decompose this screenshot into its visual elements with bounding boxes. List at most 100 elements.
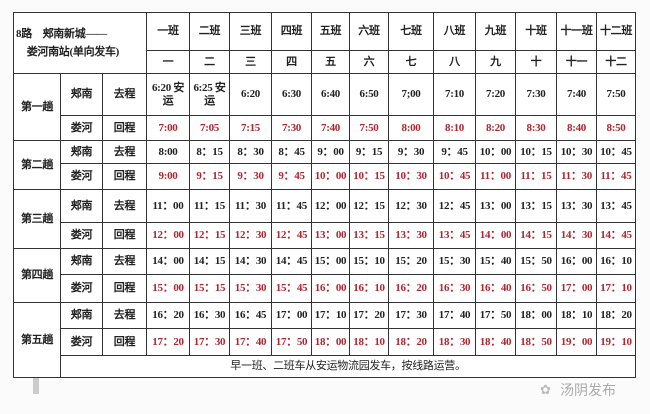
scrollbar-fragment — [33, 378, 39, 394]
return-time: 16：20 — [388, 274, 434, 303]
station-label: 娄河 — [60, 163, 103, 190]
departure-time: 9：30 — [388, 140, 434, 164]
return-time: 17：10 — [596, 274, 636, 303]
departure-time: 9：00 — [311, 140, 350, 164]
trip-label: 第五趟 — [13, 302, 61, 378]
departure-time: 14：45 — [271, 248, 312, 275]
direction-label: 去程 — [102, 302, 147, 329]
return-time: 7:40 — [311, 115, 350, 141]
column-header: 八班 — [433, 12, 476, 51]
departure-time: 16：30 — [189, 302, 230, 329]
return-time: 16：10 — [349, 274, 389, 303]
return-time: 18：20 — [388, 328, 434, 356]
departure-time: 10：45 — [596, 140, 636, 164]
station-label: 娄河 — [60, 115, 103, 141]
departure-time: 8：30 — [229, 140, 272, 164]
watermark: 汤阴发布 — [560, 383, 616, 399]
column-header: 二班 — [189, 12, 230, 51]
return-time: 14：15 — [515, 222, 557, 249]
departure-time: 16：00 — [556, 248, 597, 275]
departure-time: 16：20 — [146, 302, 190, 329]
return-time: 12：15 — [189, 222, 230, 249]
return-time: 18：10 — [349, 328, 389, 356]
return-time: 8:50 — [596, 115, 636, 141]
table-row: 娄河 回程 17：20 17：30 17：40 17：50 18：00 18：10 18：20 1… — [14, 328, 636, 356]
station-label: 娄河 — [60, 222, 103, 249]
departure-time: 6:40 — [311, 73, 350, 116]
column-header: 一班 — [146, 12, 190, 51]
column-header: 十二班 — [596, 12, 636, 51]
column-header: 十班 — [515, 12, 557, 51]
return-time: 8:00 — [388, 115, 434, 141]
direction-label: 回程 — [102, 115, 147, 141]
return-time: 12：30 — [229, 222, 272, 249]
departure-time: 7:30 — [515, 73, 557, 116]
column-subheader: 十二 — [596, 50, 636, 74]
departure-time: 17：50 — [475, 302, 516, 329]
departure-time: 7:10 — [433, 73, 476, 116]
return-time: 15：00 — [146, 274, 190, 303]
departure-time: 17：00 — [271, 302, 312, 329]
direction-label: 去程 — [102, 140, 147, 164]
return-time: 11：45 — [596, 163, 636, 190]
column-subheader: 七 — [388, 50, 434, 74]
trip-label: 第三趟 — [13, 189, 61, 249]
direction-label: 回程 — [102, 274, 147, 303]
departure-time: 9：15 — [349, 140, 389, 164]
column-subheader: 二 — [189, 50, 230, 74]
trip-label: 第二趟 — [13, 140, 61, 190]
route-title: 8路 郏南新城—— 娄河南站(单向发车) — [13, 12, 147, 74]
departure-time: 12：45 — [433, 189, 476, 223]
station-label: 娄河 — [60, 328, 103, 356]
return-time: 8:30 — [515, 115, 557, 141]
table-row: 娄河 回程 7:00 7:05 7:15 7:30 7:40 7:50 8:00 8:10 8:20… — [14, 115, 636, 141]
return-time: 12：00 — [146, 222, 190, 249]
column-header: 四班 — [271, 12, 312, 51]
column-subheader: 十一 — [556, 50, 597, 74]
return-time: 7:15 — [229, 115, 272, 141]
return-time: 16：50 — [515, 274, 557, 303]
route-name: 8路 郏南新城—— — [16, 28, 107, 40]
column-subheader: 三 — [229, 50, 272, 74]
station-label: 郏南 — [60, 248, 103, 275]
direction-label: 去程 — [102, 248, 147, 275]
return-time: 8:40 — [556, 115, 597, 141]
return-time: 17：00 — [556, 274, 597, 303]
return-time: 8:10 — [433, 115, 476, 141]
departure-time: 10：00 — [475, 140, 516, 164]
station-label: 郏南 — [60, 189, 103, 223]
departure-time: 12：00 — [311, 189, 350, 223]
departure-time: 17：10 — [311, 302, 350, 329]
departure-time: 18：00 — [515, 302, 557, 329]
departure-time: 6:20 — [229, 73, 272, 116]
return-time: 14：30 — [556, 222, 597, 249]
departure-time: 9：45 — [433, 140, 476, 164]
table-row: 第二趟 郏南 去程 8:00 8：15 8：30 8：45 9：00 9：15 9：30 9：45 1… — [13, 140, 636, 190]
departure-time: 15：50 — [515, 248, 557, 275]
column-header: 三班 — [229, 12, 272, 51]
departure-time: 11：00 — [146, 189, 190, 223]
table-row: 娄河 回程 9:00 9：15 9：30 9：45 10：00 10：15 10：30 10：45… — [14, 163, 636, 190]
departure-time: 13：30 — [556, 189, 597, 223]
return-time: 9：45 — [271, 163, 312, 190]
table-row: 娄河 回程 15：00 15：15 15：30 15：45 16：00 16：10 16：20 1… — [14, 274, 636, 303]
bus-timetable: 8路 郏南新城—— 娄河南站(单向发车) 一班 二班 三班 四班 五班 六班 七班 八班 九班 十班… — [13, 12, 636, 378]
return-time: 13：30 — [388, 222, 434, 249]
return-time: 11：30 — [556, 163, 597, 190]
departure-time: 13：00 — [475, 189, 516, 223]
column-header: 六班 — [349, 12, 389, 51]
departure-time: 8：15 — [189, 140, 230, 164]
return-time: 10：00 — [311, 163, 350, 190]
direction-label: 去程 — [102, 189, 147, 223]
departure-time: 11：15 — [189, 189, 230, 223]
departure-time: 15：40 — [475, 248, 516, 275]
column-subheader: 四 — [271, 50, 312, 74]
column-subheader: 六 — [349, 50, 389, 74]
departure-time: 10：15 — [515, 140, 557, 164]
departure-time: 14：00 — [146, 248, 190, 275]
departure-time: 12：15 — [349, 189, 389, 223]
departure-time: 17：20 — [349, 302, 389, 329]
departure-time: 15：10 — [349, 248, 389, 275]
return-time: 9：30 — [229, 163, 272, 190]
trip-label: 第一趟 — [13, 73, 61, 141]
